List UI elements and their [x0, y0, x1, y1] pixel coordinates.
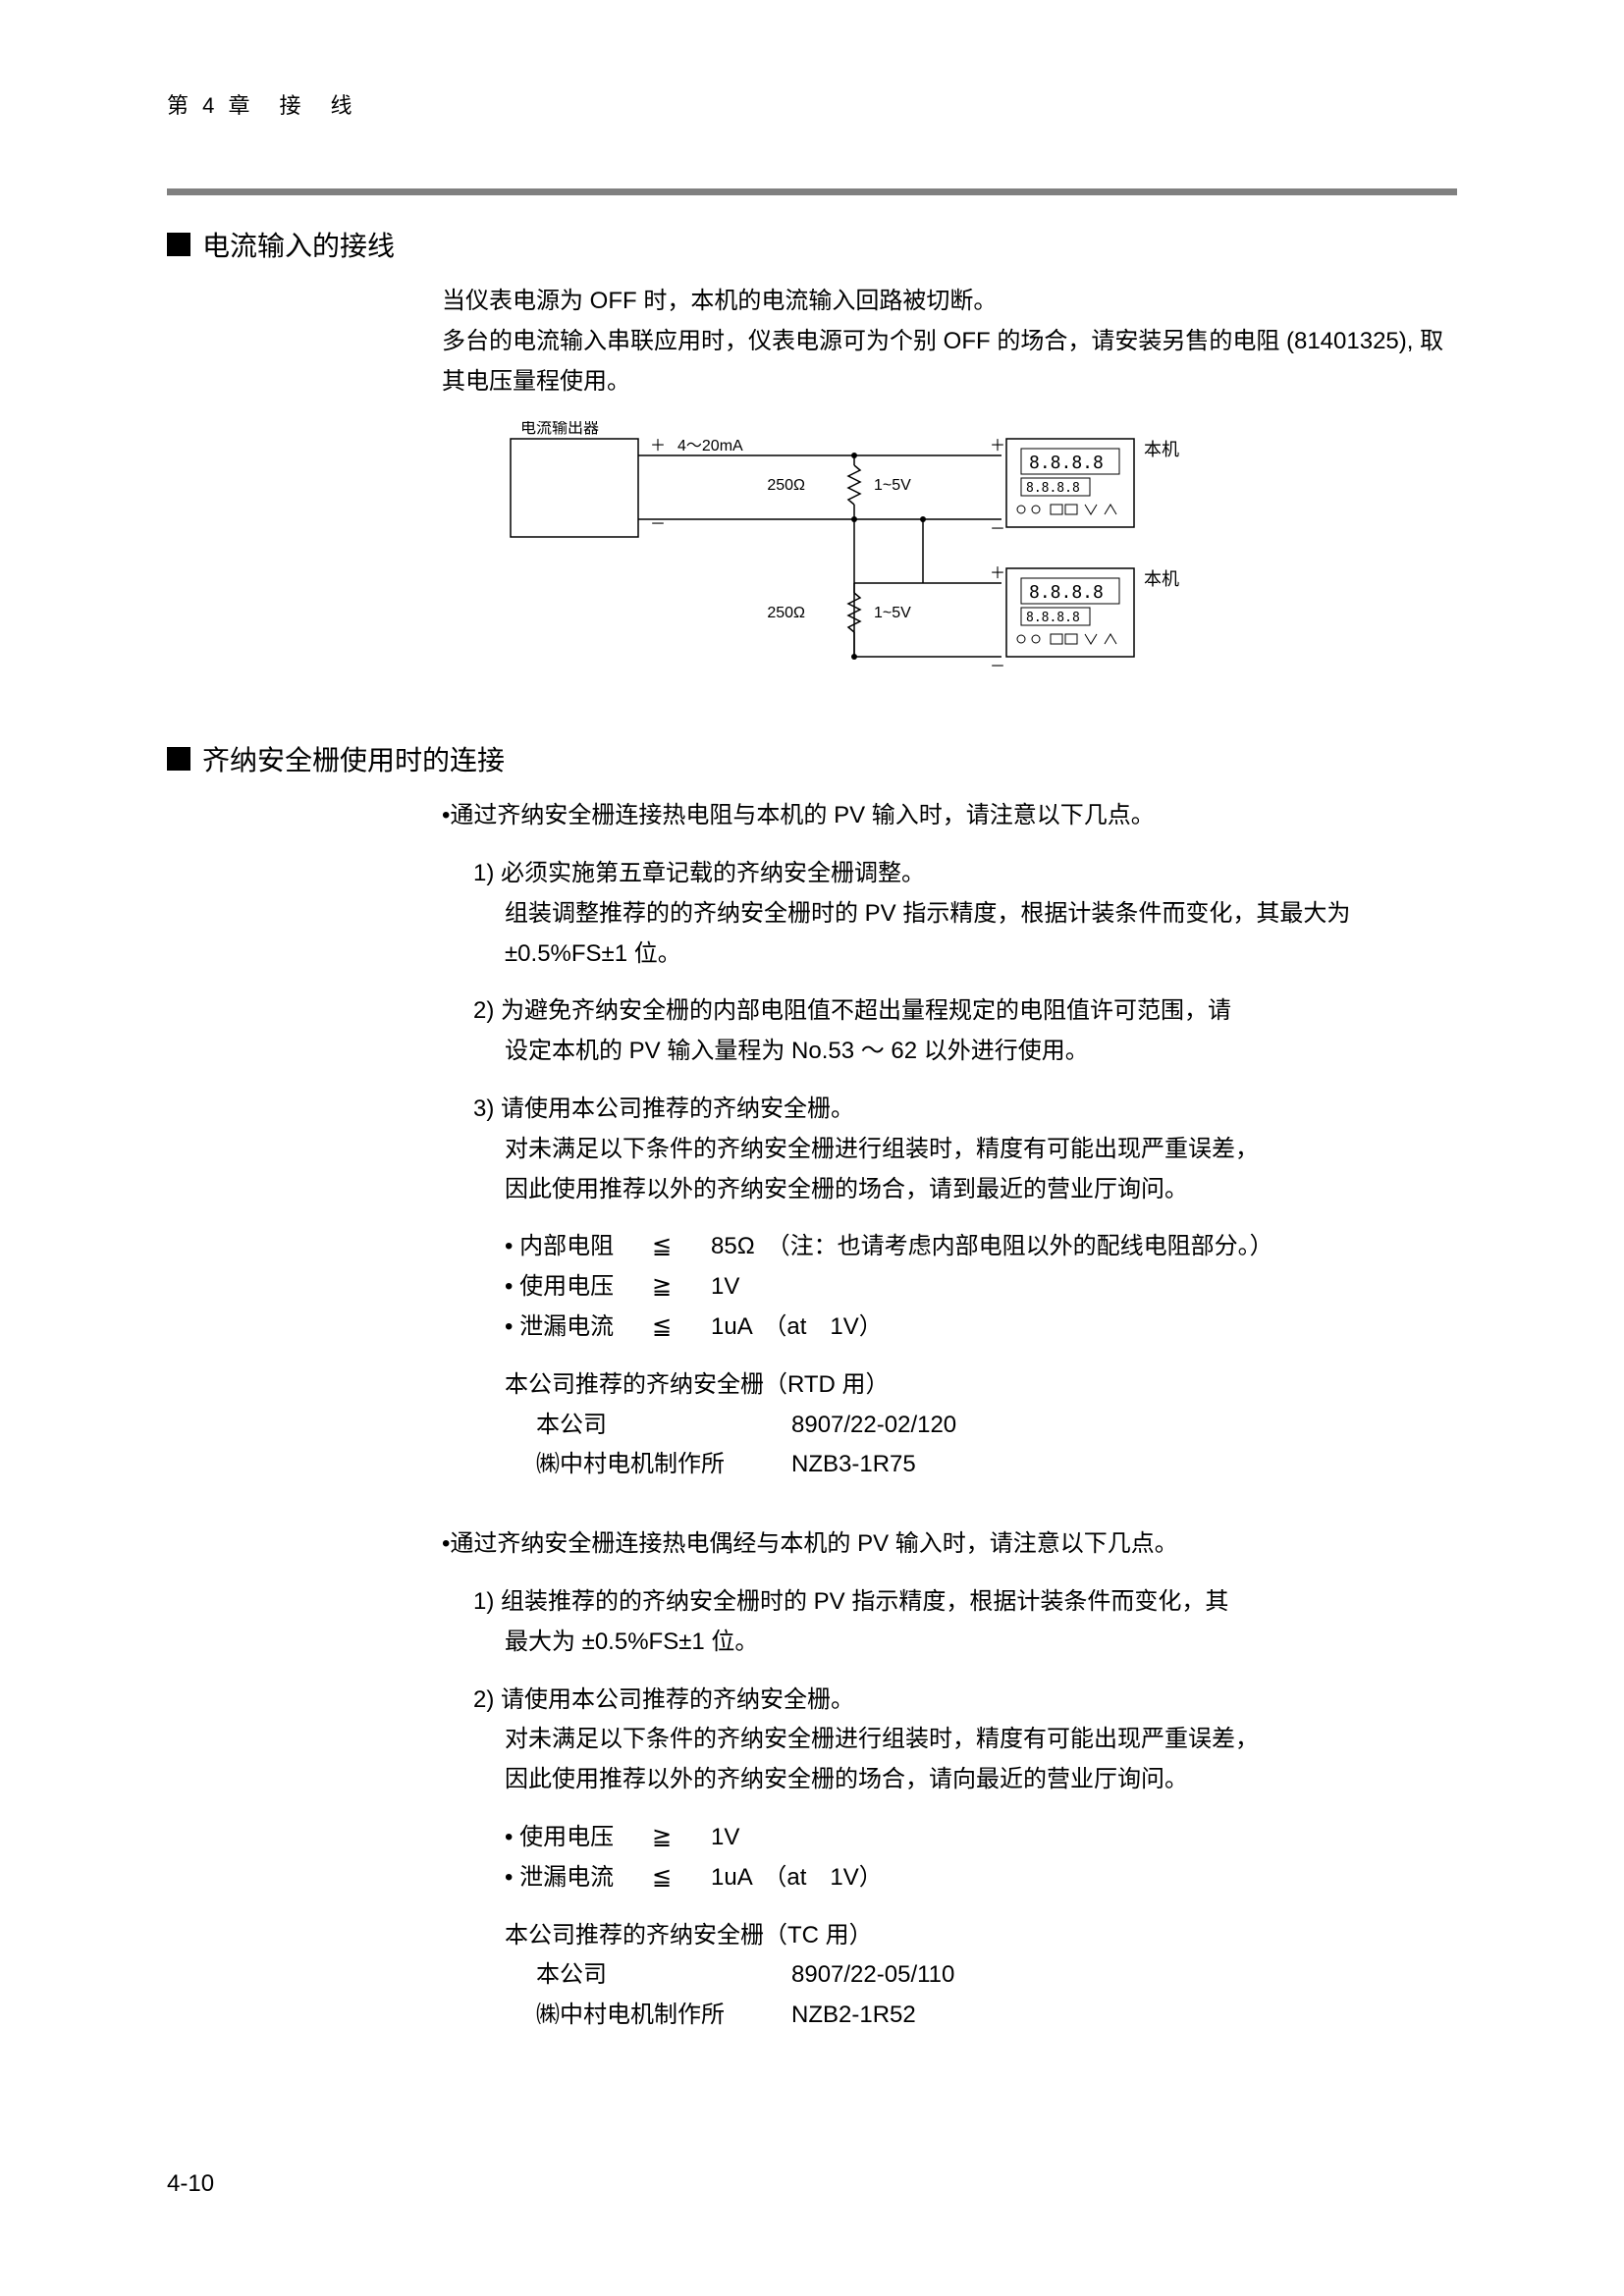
diag-minus2: －	[990, 521, 1005, 538]
bullet-b: • 通过齐纳安全栅连接热电偶经与本机的 PV 输入时，请注意以下几点。	[442, 1524, 1457, 1565]
diag-minus3: －	[990, 659, 1005, 675]
section1-para2: 多台的电流输入串联应用时，仪表电源可为个别 OFF 的场合，请安装另售的电阻 (…	[442, 322, 1457, 402]
diag-source-label: 电流输出器	[520, 421, 599, 437]
divider	[167, 188, 1457, 195]
section2-body: • 通过齐纳安全栅连接热电阻与本机的 PV 输入时，请注意以下几点。 1) 必须…	[442, 796, 1457, 2036]
a1-body: 组装调整推荐的的齐纳安全栅时的 PV 指示精度，根据计装条件而变化，其最大为 ±…	[505, 894, 1457, 975]
a3-head: 3) 请使用本公司推荐的齐纳安全栅。	[473, 1090, 1457, 1130]
section1-title: 电流输入的接线	[202, 225, 395, 264]
b2-body1: 对未满足以下条件的齐纳安全栅进行组装时，精度有可能出现严重误差，	[505, 1720, 1457, 1760]
recB-title: 本公司推荐的齐纳安全栅（TC 用）	[505, 1916, 1457, 1956]
specB-row2: • 泄漏电流 ≦ 1uA （at 1V）	[505, 1858, 1457, 1898]
a3-body2: 因此使用推荐以外的齐纳安全栅的场合，请到最近的营业厅询问。	[505, 1170, 1457, 1210]
a2-body: 设定本机的 PV 输入量程为 No.53 ～ 62 以外进行使用。	[505, 1032, 1457, 1072]
diag-voltage1: 1~5V	[874, 477, 911, 494]
b2-head: 2) 请使用本公司推荐的齐纳安全栅。	[473, 1681, 1457, 1721]
b1-body: 最大为 ±0.5%FS±1 位。	[505, 1623, 1457, 1663]
diag-plus1: ＋	[650, 438, 666, 454]
section1-body: 当仪表电源为 OFF 时，本机的电流输入回路被切断。 多台的电流输入串联应用时，…	[442, 282, 1457, 690]
a1-head: 1) 必须实施第五章记载的齐纳安全栅调整。	[473, 854, 1457, 894]
page-header: 第 4 章 接 线	[167, 88, 1457, 120]
section1-title-row: 电流输入的接线	[167, 225, 1457, 264]
section2-title-row: 齐纳安全栅使用时的连接	[167, 739, 1457, 778]
diag-voltage2: 1~5V	[874, 605, 911, 621]
recA-row1: 本公司 8907/22-02/120	[536, 1406, 1457, 1446]
specA-row2: • 使用电压 ≧ 1V	[505, 1267, 1457, 1308]
svg-text:8.8.8.8: 8.8.8.8	[1026, 481, 1080, 496]
recB-row2: ㈱中村电机制作所 NZB2-1R52	[536, 1996, 1457, 2036]
svg-text:8.8.8.8: 8.8.8.8	[1029, 453, 1104, 473]
square-bullet-icon	[167, 747, 190, 771]
specA-row1: • 内部电阻 ≦ 85Ω （注：也请考虑内部电阻以外的配线电阻部分。）	[505, 1227, 1457, 1267]
diag-plus3: ＋	[990, 565, 1005, 582]
page-number: 4-10	[167, 2170, 214, 2198]
svg-text:8.8.8.8: 8.8.8.8	[1029, 582, 1104, 603]
diag-plus2: ＋	[990, 438, 1005, 454]
specA-row3: • 泄漏电流 ≦ 1uA （at 1V）	[505, 1308, 1457, 1348]
section1-para1: 当仪表电源为 OFF 时，本机的电流输入回路被切断。	[442, 282, 1457, 322]
bullet-a: • 通过齐纳安全栅连接热电阻与本机的 PV 输入时，请注意以下几点。	[442, 796, 1457, 836]
recA-row2: ㈱中村电机制作所 NZB3-1R75	[536, 1445, 1457, 1485]
a3-body1: 对未满足以下条件的齐纳安全栅进行组装时，精度有可能出现严重误差，	[505, 1130, 1457, 1170]
square-bullet-icon	[167, 233, 190, 256]
diag-device1-label: 本机	[1144, 440, 1179, 459]
diag-resistor1: 250Ω	[767, 477, 805, 494]
b1-head: 1) 组装推荐的的齐纳安全栅时的 PV 指示精度，根据计装条件而变化，其	[473, 1582, 1457, 1623]
diag-device2-label: 本机	[1144, 569, 1179, 589]
specB-row1: • 使用电压 ≧ 1V	[505, 1818, 1457, 1858]
circuit-diagram: 电流输出器 ＋ 4～20mA － 250Ω 1~5V	[491, 421, 1457, 690]
svg-text:8.8.8.8: 8.8.8.8	[1026, 611, 1080, 625]
b2-body2: 因此使用推荐以外的齐纳安全栅的场合，请向最近的营业厅询问。	[505, 1760, 1457, 1800]
section2-title: 齐纳安全栅使用时的连接	[202, 739, 505, 778]
diag-resistor2: 250Ω	[767, 605, 805, 621]
a2-head: 2) 为避免齐纳安全栅的内部电阻值不超出量程规定的电阻值许可范围，请	[473, 991, 1457, 1032]
recA-title: 本公司推荐的齐纳安全栅（RTD 用）	[505, 1365, 1457, 1406]
recB-row1: 本公司 8907/22-05/110	[536, 1955, 1457, 1996]
diag-signal: 4～20mA	[677, 438, 743, 454]
